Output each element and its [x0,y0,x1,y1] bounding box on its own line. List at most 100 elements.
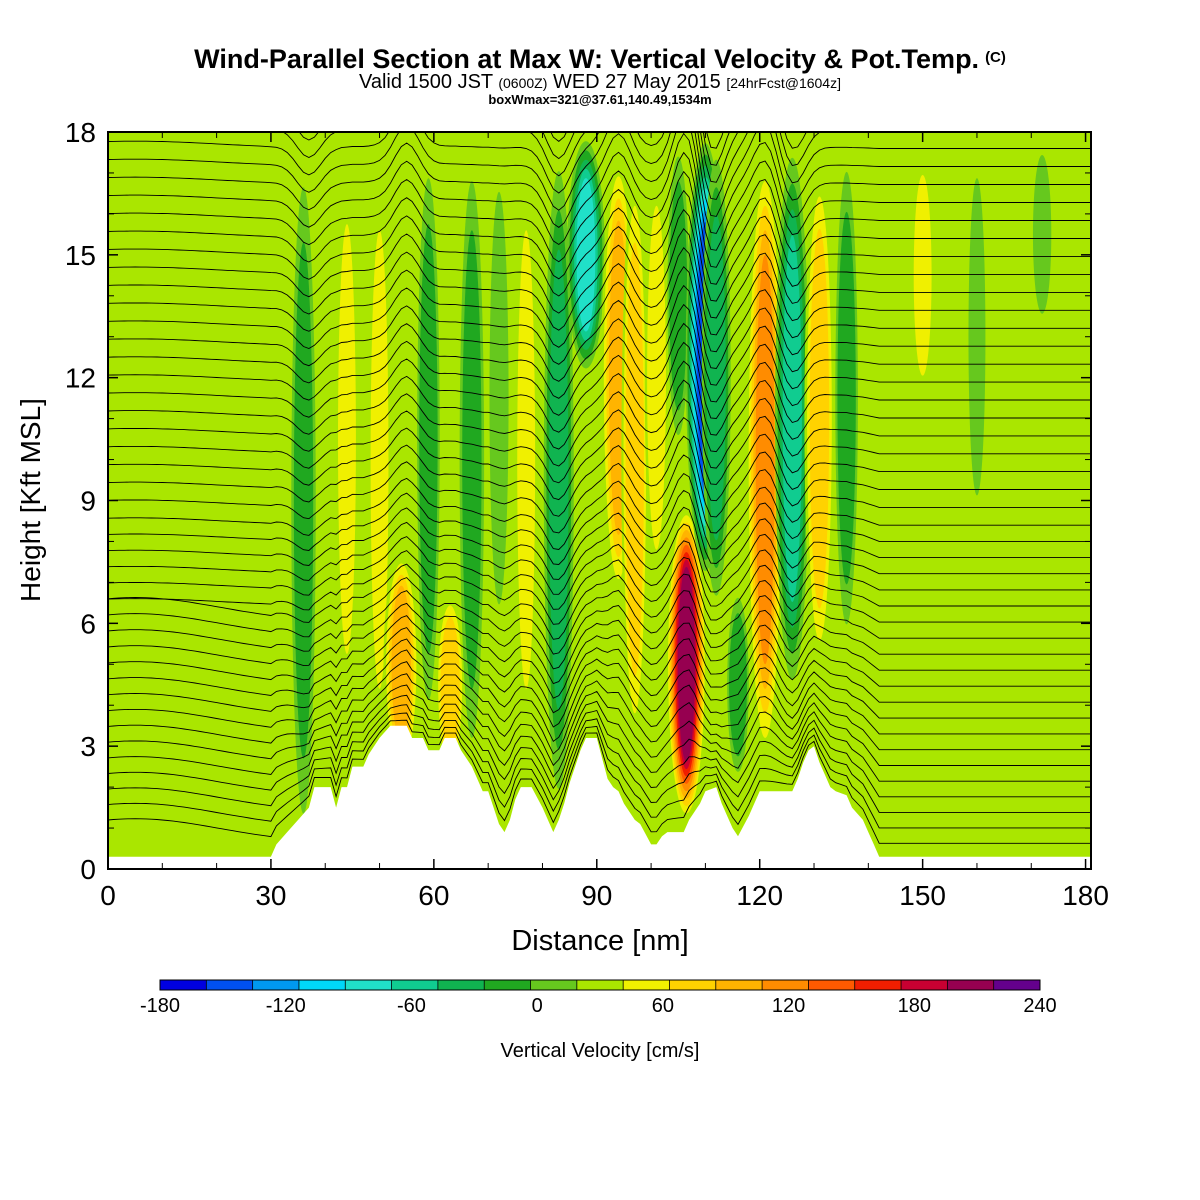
box-info: boxWmax=321@37.61,140.49,1534m [488,92,712,107]
isentrope-line [108,521,1091,595]
valid-utc: (0600Z) [498,75,548,91]
x-axis-label: Distance [nm] [511,925,688,957]
x-tick-label: 120 [736,880,783,911]
colorbar-swatch [576,980,624,990]
velocity-band [809,228,830,609]
isentrope-line [108,563,1091,640]
isentrope-line [108,704,1091,813]
velocity-band [968,178,986,496]
terrain-profile [108,725,1091,869]
colorbar-swatch [206,980,254,990]
y-axis: 0 3 6 9 12 15 18 [65,117,1091,885]
x-tick-label: 90 [581,880,612,911]
colorbar-tick-label: -60 [397,995,426,1017]
isentrope-line [108,227,1091,336]
terrain [108,725,1091,869]
isentrope-line [108,132,1091,251]
x-tick-label: 60 [418,880,449,911]
colorbar-swatch [160,980,207,990]
isentrope-line [108,661,1091,755]
chart-title-text: Wind-Parallel Section at Max W: Vertical… [194,44,980,74]
colorbar-swatch [993,980,1041,990]
colorbar-tick-label: 0 [532,995,543,1017]
colorbar-swatch [669,980,717,990]
colorbar-swatch [947,980,995,990]
isentrope-line [108,536,1091,610]
isentrope-line [108,284,1091,386]
colorbar-swatch [252,980,300,990]
colorbar-swatch [623,980,670,990]
y-axis-label: Height [Kft MSL] [15,398,46,602]
colorbar-tick-label: 180 [898,995,931,1017]
colorbar-swatch [762,980,809,990]
y-tick-label: 9 [80,486,96,517]
colorbar-swatch [345,980,392,990]
isentrope-line [108,170,1091,285]
isentrope-line [108,577,1091,655]
velocity-band [669,181,688,411]
isentrope-line [108,506,1091,580]
isentrope-line [108,132,1091,217]
y-tick-label: 0 [80,854,96,885]
isentrope-line [108,454,1091,534]
isentrope-line [108,303,1091,403]
colorbar-swatch [391,980,439,990]
isentrope-line [108,379,1091,469]
copyright-mark: (C) [985,49,1006,66]
colorbar: -180 -120 -60 0 60 120 180 240 [140,979,1057,1017]
velocity-band [419,224,438,655]
colorbar-tick-label: 120 [772,995,805,1017]
colorbar-swatch [437,980,485,990]
valid-time: Valid 1500 JST [359,71,493,93]
isentrope-line [108,489,1091,565]
colorbar-swatch [854,980,902,990]
chart-title: Wind-Parallel Section at Max W: Vertical… [0,44,1200,75]
colorbar-tick-label: -120 [266,995,306,1017]
isentrope-line [108,341,1091,436]
isentrope-line [550,132,724,149]
velocity-band [913,174,932,376]
velocity-band [755,254,775,665]
colorbar-swatch [530,980,578,990]
isentrope-line [108,132,1091,200]
velocity-band [782,235,802,603]
isentrope-line [108,627,1091,714]
isentrope-line [108,132,1091,234]
isentrope-line [108,360,1091,453]
isentrope-line [108,398,1091,485]
velocity-band [391,585,412,743]
x-axis: 0 30 60 90 120 150 180 [100,132,1109,911]
velocity-band [549,249,569,711]
velocity-band [338,224,356,655]
isentrope-line [108,550,1091,625]
colorbar-swatch [901,980,948,990]
colorbar-swatch [298,980,346,990]
velocity-band [1032,155,1052,314]
isentrope-line [108,322,1091,419]
velocity-band [625,242,644,677]
velocity-band [729,613,747,757]
isentrope-line [108,712,1091,829]
isentrope-line [108,189,1091,302]
colorbar-tick-label: 60 [652,995,674,1017]
forecast-info: [24hrFcst@1604z] [726,75,841,91]
velocity-band [462,230,482,689]
velocity-band [837,211,856,585]
valid-date: WED 27 May 2015 [552,71,721,93]
isentrope-line [108,416,1091,502]
colorbar-tick-label: 240 [1023,995,1056,1017]
isentrope-line [108,602,1091,685]
velocity-band [880,168,900,423]
potential-temperature-contours [108,132,1091,844]
isentrope-line [108,684,1091,782]
y-tick-label: 15 [65,240,96,271]
isentrope-line [108,208,1091,319]
isentrope-line [108,590,1091,670]
isentrope-line [108,694,1091,798]
velocity-band [440,616,460,753]
isentrope-line [108,435,1091,518]
x-tick-label: 0 [100,880,116,911]
y-tick-label: 12 [65,363,96,394]
x-tick-label: 180 [1062,880,1109,911]
